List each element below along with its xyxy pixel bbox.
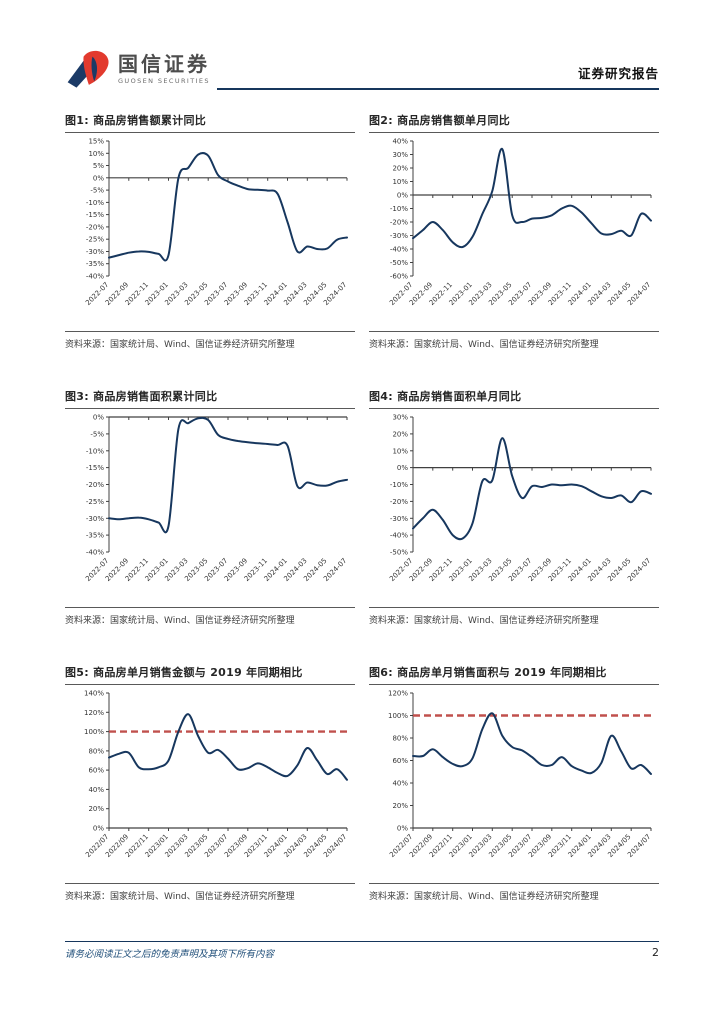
svg-text:0%: 0% [397, 192, 408, 200]
svg-text:-20%: -20% [86, 481, 104, 489]
page-number: 2 [652, 946, 659, 959]
svg-text:-30%: -30% [390, 515, 408, 523]
source-note-4: 资料来源：国家统计局、Wind、国信证券经济研究所整理 [369, 607, 659, 626]
source-note-6: 资料来源：国家统计局、Wind、国信证券经济研究所整理 [369, 883, 659, 902]
svg-text:-40%: -40% [390, 532, 408, 540]
svg-text:-35%: -35% [86, 260, 104, 268]
svg-text:40%: 40% [392, 780, 408, 788]
svg-text:-10%: -10% [390, 205, 408, 213]
svg-text:-30%: -30% [86, 515, 104, 523]
svg-text:-25%: -25% [86, 236, 104, 244]
svg-text:-5%: -5% [90, 187, 104, 195]
guosen-logo-icon [67, 50, 109, 88]
svg-text:-60%: -60% [390, 273, 408, 281]
svg-text:60%: 60% [88, 767, 104, 775]
svg-text:0%: 0% [397, 464, 408, 472]
svg-text:-25%: -25% [86, 498, 104, 506]
svg-text:-10%: -10% [390, 481, 408, 489]
logo-name-en: GUOSEN SECURITIES [118, 77, 210, 85]
report-type-label: 证券研究报告 [577, 66, 659, 81]
disclaimer-text: 请务必阅读正文之后的免责声明及其项下所有内容 [65, 949, 275, 960]
figure-panel-5: 图5: 商品房单月销售金额与 2019 年同期相比 140% 120% 100% 80… [65, 664, 355, 902]
figure-title-1: 图1: 商品房销售额累计同比 [65, 112, 355, 133]
svg-text:-15%: -15% [86, 464, 104, 472]
svg-text:-10%: -10% [86, 199, 104, 207]
logo-text: 国信证券 GUOSEN SECURITIES [118, 53, 210, 85]
svg-text:100%: 100% [388, 712, 408, 720]
figure-title-5: 图5: 商品房单月销售金额与 2019 年同期相比 [65, 664, 355, 685]
figure-title-3: 图3: 商品房销售面积累计同比 [65, 388, 355, 409]
report-header: 国信证券 GUOSEN SECURITIES 证券研究报告 [0, 0, 724, 90]
svg-text:-10%: -10% [86, 447, 104, 455]
svg-text:-50%: -50% [390, 259, 408, 267]
line-chart-3: 0%-5%-10%-15%-20%-25%-30%-35%-40%2022-07… [84, 414, 348, 584]
figure-title-6: 图6: 商品房单月销售面积与 2019 年同期相比 [369, 664, 659, 685]
svg-text:10%: 10% [392, 178, 408, 186]
svg-text:20%: 20% [392, 430, 408, 438]
svg-text:-40%: -40% [390, 246, 408, 254]
line-chart-2: 40%30%20%10%0%-10%-20%-30%-40%-50%-60%20… [388, 138, 652, 308]
svg-text:20%: 20% [392, 802, 408, 810]
svg-text:-35%: -35% [86, 532, 104, 540]
svg-text:140%: 140% [84, 690, 104, 698]
svg-text:20%: 20% [88, 805, 104, 813]
page-footer: 请务必阅读正文之后的免责声明及其项下所有内容 2 [65, 941, 659, 960]
line-chart-4: 30%20%10%0%-10%-20%-30%-40%-50%2022-0720… [388, 414, 652, 584]
figure-panel-1: 图1: 商品房销售额累计同比 15% 10% 5% 0% -5% -10% -15% -20%… [65, 112, 355, 350]
guosen-logo: 国信证券 GUOSEN SECURITIES [65, 48, 217, 90]
svg-text:5%: 5% [93, 162, 104, 170]
svg-text:10%: 10% [88, 150, 104, 158]
svg-text:80%: 80% [392, 735, 408, 743]
line-chart-6: 120%100%80%60%40%20%0%2022/072022/092022… [388, 690, 652, 859]
source-note-3: 资料来源：国家统计局、Wind、国信证券经济研究所整理 [65, 607, 355, 626]
svg-text:40%: 40% [88, 786, 104, 794]
figure-panel-4: 图4: 商品房销售面积单月同比 30% 20% 10% 0% -10% -20% -30% -… [369, 388, 659, 626]
svg-text:100%: 100% [84, 728, 104, 736]
svg-text:120%: 120% [84, 709, 104, 717]
svg-text:-30%: -30% [390, 232, 408, 240]
svg-text:-20%: -20% [390, 498, 408, 506]
svg-text:80%: 80% [88, 747, 104, 755]
svg-text:-15%: -15% [86, 211, 104, 219]
svg-text:-5%: -5% [90, 430, 104, 438]
line-chart-5: 140%120%100%80%60%40%20%0%2022/072022/09… [84, 690, 348, 859]
source-note-5: 资料来源：国家统计局、Wind、国信证券经济研究所整理 [65, 883, 355, 902]
charts-grid: 图1: 商品房销售额累计同比 15% 10% 5% 0% -5% -10% -15% -20%… [0, 112, 724, 902]
svg-text:0%: 0% [397, 825, 408, 833]
svg-text:-20%: -20% [390, 219, 408, 227]
svg-text:15%: 15% [88, 138, 104, 146]
figure-panel-6: 图6: 商品房单月销售面积与 2019 年同期相比 120% 100% 80% 60%… [369, 664, 659, 902]
svg-text:10%: 10% [392, 447, 408, 455]
source-note-1: 资料来源：国家统计局、Wind、国信证券经济研究所整理 [65, 331, 355, 350]
svg-text:120%: 120% [388, 690, 408, 698]
header-rule: 证券研究报告 [217, 34, 659, 90]
figure-title-4: 图4: 商品房销售面积单月同比 [369, 388, 659, 409]
svg-text:-30%: -30% [86, 248, 104, 256]
svg-text:40%: 40% [392, 138, 408, 146]
svg-text:-40%: -40% [86, 273, 104, 281]
svg-text:-50%: -50% [390, 549, 408, 557]
svg-text:0%: 0% [93, 414, 104, 422]
svg-text:0%: 0% [93, 825, 104, 833]
svg-text:30%: 30% [392, 414, 408, 422]
svg-text:60%: 60% [392, 757, 408, 765]
figure-title-2: 图2: 商品房销售额单月同比 [369, 112, 659, 133]
svg-text:-40%: -40% [86, 549, 104, 557]
source-note-2: 资料来源：国家统计局、Wind、国信证券经济研究所整理 [369, 331, 659, 350]
svg-text:-20%: -20% [86, 223, 104, 231]
figure-panel-3: 图3: 商品房销售面积累计同比 0% -5% -10% -15% -20% -25% -30… [65, 388, 355, 626]
logo-name-cn: 国信证券 [118, 52, 210, 76]
line-chart-1: 15% 10% 5% 0% -5% -10% -15% -20% -25% -30% -35% -40… [84, 138, 348, 308]
figure-panel-2: 图2: 商品房销售额单月同比 40% 30% 20% 10% 0% -10% -20% -30… [369, 112, 659, 350]
svg-text:0%: 0% [93, 174, 104, 182]
svg-text:30%: 30% [392, 151, 408, 159]
svg-text:20%: 20% [392, 165, 408, 173]
